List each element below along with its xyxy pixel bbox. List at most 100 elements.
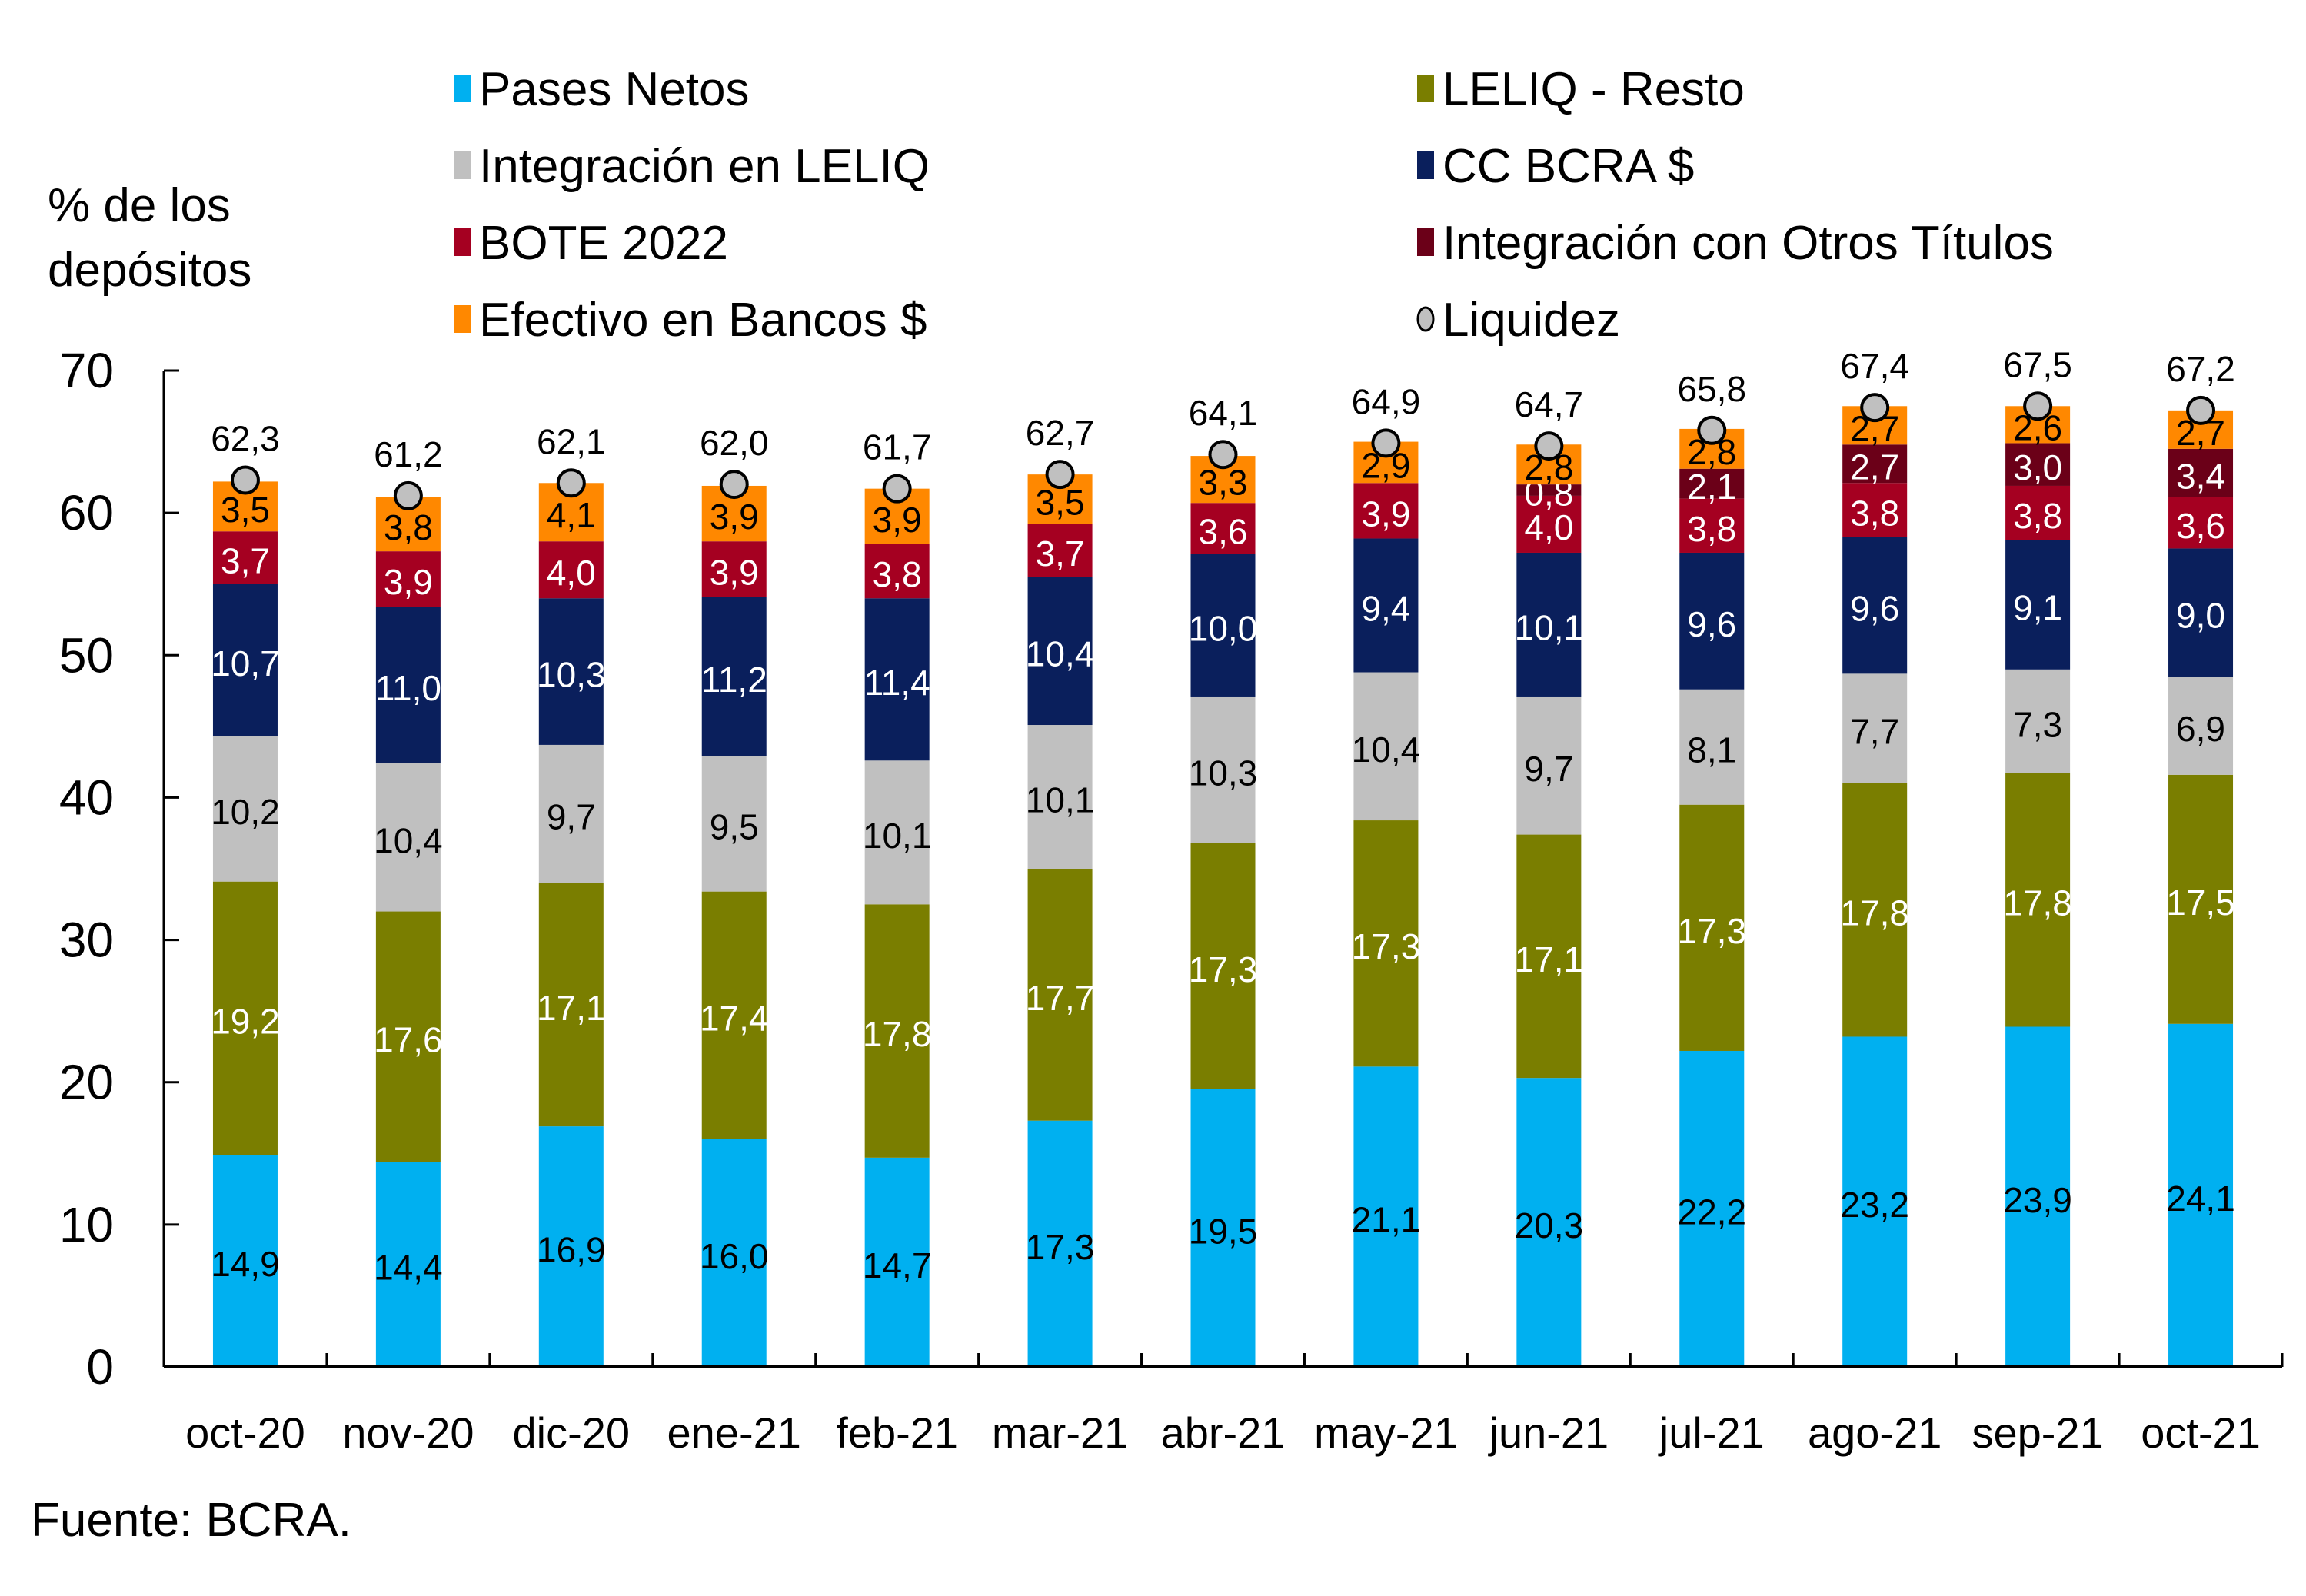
bar-stack: 23,917,87,39,13,83,02,6 [2003,406,2072,1367]
bar-segment [212,584,278,736]
bar-stack: 14,9 19,2 10,2 10,7 3,7 3,5 [211,481,280,1367]
data-label: 23,9 [2003,1180,2072,1220]
bar-segment [538,1126,604,1367]
data-label: 3,8 [384,507,433,547]
bar-segment [2168,448,2234,497]
data-label: 16,0 [700,1236,769,1276]
liquidez-marker [2186,395,2216,425]
x-tick-label: jul-21 [1658,1408,1765,1457]
liquidez-markers: 62,3 61,2 62,1 62,0 61,7 62,7 64,1 64,9 64,7 65,8… [211,344,2235,510]
bar-segment [864,598,930,761]
bar-segment [2168,677,2234,775]
bar-segment [1679,689,1745,805]
bar-stack: 20,317,19,710,14,00,82,8 [1515,444,1584,1367]
x-tick-label: ene-21 [667,1408,801,1457]
data-label: 17,3 [1678,911,1747,951]
x-tick-label: feb-21 [836,1408,958,1457]
legend-swatch [454,151,471,179]
bar-segment [212,531,278,584]
bars: 14,9 19,2 10,2 10,7 3,7 3,5 14,4 17,6 10,4 11,0 3,… [211,406,2235,1367]
data-label: 17,5 [2166,883,2235,923]
x-tick-label: nov-20 [342,1408,474,1457]
data-label: 3,8 [2013,496,2062,536]
data-label: 17,8 [1840,893,1909,933]
bar-stack: 21,117,310,49,43,92,9 [1352,441,1420,1367]
data-label: 3,4 [2176,456,2225,496]
data-label: 3,0 [2013,447,2062,487]
data-label: 7,7 [1850,712,1899,752]
legend-label: Integración con Otros Títulos [1442,217,2054,270]
bar-segment [701,756,767,892]
legend-label: BOTE 2022 [479,217,728,270]
data-label: 2,1 [1687,467,1736,507]
liquidez-marker [1697,415,1727,445]
data-label: 3,9 [710,552,759,592]
bar-segment [375,1162,441,1367]
data-label: 11,0 [375,668,441,708]
bar-segment [212,881,278,1155]
data-label: 10,1 [1515,607,1584,647]
data-label: 3,6 [1199,512,1248,552]
bar-stack: 16,9 17,1 9,7 10,3 4,0 4,1 [537,483,606,1367]
data-label: 3,8 [1687,509,1736,549]
x-tick-label: oct-20 [185,1408,305,1457]
data-label: 10,4 [1026,634,1095,674]
data-label: 17,6 [374,1019,443,1059]
bar-segment [2168,497,2234,549]
liquidez-marker [393,480,423,510]
data-label: 3,9 [710,497,759,537]
liquidez-marker [882,474,912,504]
bar-stack: 23,217,87,79,63,82,72,7 [1840,406,1909,1367]
liquidez-marker [1371,428,1401,458]
bar-segment [864,1157,930,1367]
liquidez-label: 67,4 [1840,346,1909,386]
bar-segment [1842,537,1908,674]
bar-segment [1353,672,1419,821]
data-label: 11,2 [701,660,767,700]
data-label: 19,2 [211,1001,280,1041]
data-label: 17,4 [700,999,769,1039]
bar-segment [864,760,930,905]
data-label: 8,1 [1687,730,1736,770]
liquidez-marker [1860,393,1890,423]
data-label: 10,4 [374,820,443,860]
bar-stack: 14,4 17,6 10,4 11,0 3,9 3,8 [374,497,443,1367]
bar-segment [538,883,604,1127]
data-label: 17,1 [1515,939,1584,979]
data-label: 4,1 [547,495,596,535]
legend-label: LELIQ - Resto [1442,63,1745,116]
y-tick-label: 60 [59,485,114,540]
bar-stack: 24,117,56,99,03,63,42,7 [2166,410,2235,1367]
liquidez-label: 62,7 [1026,413,1095,453]
bar-segment [1190,503,1256,554]
data-label: 3,5 [1036,483,1085,523]
y-axis-label-line-2: depósitos [48,244,251,297]
bar-stack: 19,5 17,3 10,3 10,0 3,6 3,3 [1189,456,1258,1367]
data-label: 22,2 [1678,1192,1747,1232]
bar-segment [1842,444,1908,484]
data-label: 17,8 [863,1014,932,1054]
bar-segment [375,551,441,607]
legend-label: Pases Netos [479,63,750,116]
bar-stack: 16,0 17,4 9,5 11,2 3,9 3,9 [700,485,769,1367]
data-label: 10,0 [1189,608,1258,648]
data-label: 3,6 [2176,506,2225,546]
y-tick-label: 10 [59,1197,114,1252]
bar-segment [1353,1066,1419,1367]
legend-swatch [454,75,471,102]
x-tick-label: oct-21 [2141,1408,2261,1457]
data-label: 4,0 [1524,507,1573,547]
data-label: 17,3 [1189,949,1258,989]
bar-segment [1679,498,1745,553]
legend-item: CC BCRA $ [1417,140,1694,193]
data-label: 14,9 [211,1244,280,1284]
x-tick-label: sep-21 [1972,1408,2103,1457]
data-label: 7,3 [2013,704,2062,744]
bar-segment [1516,834,1582,1079]
liquidez-marker [230,465,260,495]
bar-segment [1516,1078,1582,1367]
bar-segment [1027,869,1093,1121]
data-label: 11,4 [864,663,930,703]
data-label: 3,5 [221,490,270,530]
bar-segment [1027,577,1093,726]
